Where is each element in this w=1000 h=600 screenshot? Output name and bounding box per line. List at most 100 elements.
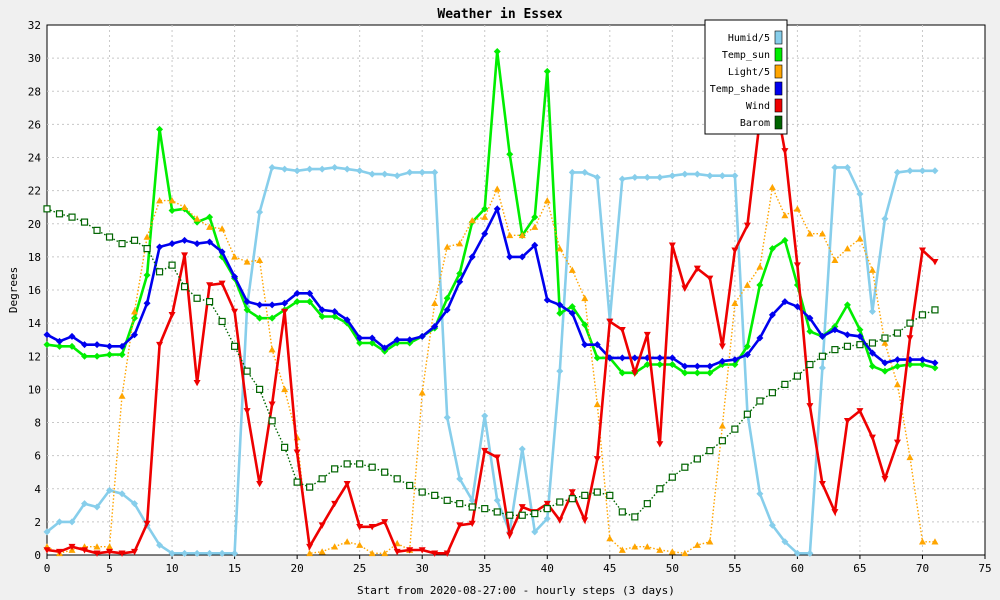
data-point-humid-5: [293, 167, 301, 175]
data-point-temp-sun: [781, 236, 789, 244]
data-point-temp-shade: [56, 337, 64, 345]
data-point-light-5: [356, 541, 364, 548]
data-point-wind: [193, 379, 201, 387]
data-point-light-5: [756, 263, 764, 270]
data-point-barom: [293, 478, 301, 486]
data-point-barom: [168, 261, 176, 269]
data-point-wind: [493, 454, 501, 461]
data-point-barom: [893, 329, 902, 337]
data-point-humid-5: [356, 167, 364, 175]
data-point-light-5: [131, 308, 139, 315]
data-point-humid-5: [718, 172, 726, 180]
data-point-temp-shade: [456, 278, 464, 286]
data-point-wind: [118, 550, 126, 557]
data-point-humid-5: [656, 173, 664, 181]
data-point-temp-shade: [681, 362, 689, 370]
data-point-humid-5: [518, 445, 526, 453]
data-point-barom: [268, 417, 276, 425]
data-point-temp-sun: [156, 125, 164, 133]
data-point-temp-sun: [656, 361, 664, 369]
data-point-barom: [631, 513, 639, 521]
data-point-light-5: [906, 453, 914, 461]
legend-label-light-5: Light/5: [728, 67, 770, 78]
data-point-temp-shade: [693, 362, 701, 370]
data-point-temp-sun: [493, 48, 501, 55]
data-point-barom: [431, 491, 439, 499]
data-point-wind: [543, 500, 551, 508]
data-point-barom: [793, 372, 802, 380]
data-point-temp-sun: [131, 314, 139, 322]
data-point-temp-sun: [118, 351, 126, 359]
x-tick-label: 10: [165, 562, 178, 575]
x-tick-label: 65: [853, 562, 866, 575]
data-point-wind: [68, 543, 76, 551]
data-point-temp-sun: [693, 369, 701, 377]
data-point-light-5: [443, 243, 451, 250]
data-point-temp-shade: [93, 341, 101, 349]
data-point-barom: [130, 236, 139, 244]
data-point-temp-shade: [256, 301, 264, 309]
data-point-light-5: [856, 235, 864, 242]
data-point-barom: [43, 205, 51, 213]
y-tick-label: 30: [28, 52, 41, 65]
data-point-wind: [231, 308, 239, 316]
data-point-barom: [556, 498, 564, 506]
data-point-wind: [456, 522, 464, 529]
data-point-wind: [568, 489, 576, 496]
data-point-wind: [181, 252, 189, 259]
data-point-barom: [768, 389, 776, 397]
data-point-temp-shade: [231, 273, 239, 281]
data-point-wind: [593, 456, 601, 463]
data-point-wind: [506, 532, 514, 539]
data-point-wind: [468, 520, 476, 528]
y-tick-label: 2: [34, 516, 41, 529]
data-point-barom: [381, 468, 389, 476]
data-point-humid-5: [681, 170, 689, 178]
data-point-wind: [718, 343, 726, 350]
y-tick-label: 8: [34, 417, 41, 430]
y-tick-label: 22: [28, 185, 41, 198]
legend-label-barom: Barom: [740, 118, 770, 129]
grid: [47, 25, 985, 555]
data-point-light-5: [618, 546, 626, 553]
data-point-light-5: [831, 256, 839, 263]
data-point-wind: [268, 401, 276, 408]
data-point-light-5: [456, 240, 464, 247]
data-point-wind: [818, 480, 826, 488]
data-point-light-5: [868, 266, 876, 273]
data-point-temp-sun: [743, 342, 751, 350]
data-point-humid-5: [93, 503, 101, 511]
data-point-barom: [543, 505, 551, 513]
data-point-light-5: [418, 389, 426, 396]
data-point-barom: [205, 297, 214, 306]
legend-swatch-humid-5: [774, 30, 783, 45]
data-point-wind: [256, 480, 264, 488]
data-point-temp-sun: [43, 341, 51, 349]
data-point-barom: [143, 244, 151, 253]
data-point-humid-5: [156, 541, 164, 549]
data-point-humid-5: [118, 490, 126, 498]
y-tick-label: 0: [34, 549, 41, 562]
data-point-humid-5: [43, 528, 51, 536]
data-point-temp-shade: [731, 356, 739, 364]
data-point-barom: [493, 508, 501, 516]
data-point-temp-shade: [193, 240, 201, 248]
data-point-humid-5: [543, 515, 551, 523]
legend-swatch-wind: [774, 98, 783, 113]
y-tick-label: 4: [34, 483, 41, 496]
data-point-temp-sun: [918, 361, 926, 369]
data-point-humid-5: [693, 170, 701, 178]
data-point-temp-sun: [93, 352, 101, 360]
data-point-temp-sun: [856, 326, 864, 334]
data-point-humid-5: [431, 168, 439, 176]
data-point-light-5: [218, 225, 226, 232]
data-point-wind: [731, 247, 739, 254]
data-point-light-5: [518, 231, 526, 239]
data-point-barom: [781, 380, 789, 389]
data-point-barom: [706, 447, 714, 455]
data-point-wind: [331, 500, 339, 508]
data-point-wind: [281, 308, 289, 316]
data-point-barom: [331, 465, 339, 473]
legend: Humid/5 Temp_sun Light/5 Temp_shade Wind Baro…: [704, 19, 788, 135]
